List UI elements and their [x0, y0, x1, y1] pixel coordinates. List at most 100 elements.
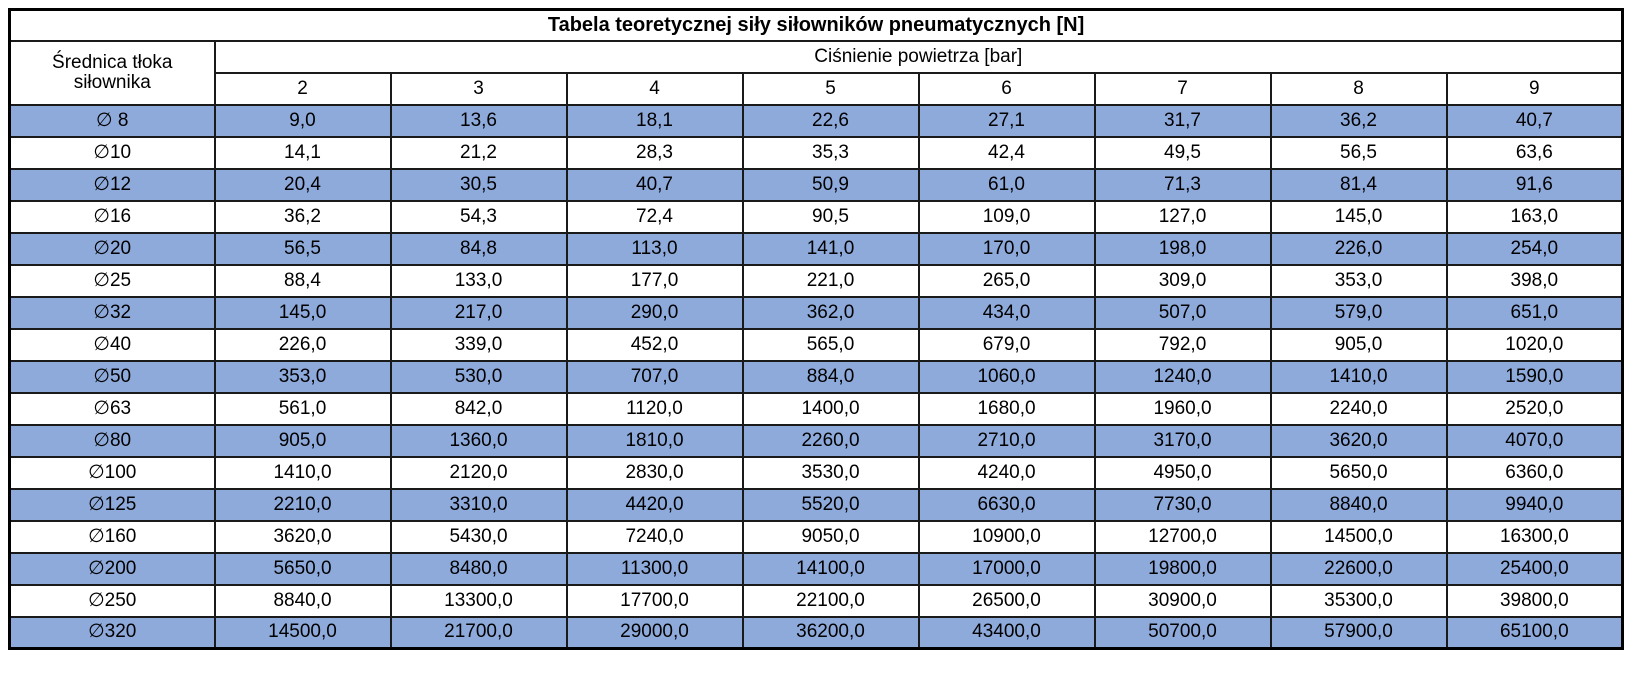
force-cell: 84,8 — [389, 231, 568, 266]
force-cell: 579,0 — [1269, 295, 1448, 330]
force-cell: 30900,0 — [1093, 583, 1272, 618]
diameter-cell: ∅32 — [8, 295, 216, 330]
force-cell: 2120,0 — [389, 455, 568, 490]
table-row: ∅125 2210,0 3310,0 4420,0 5520,0 6630,0 7730,0… — [8, 487, 1624, 522]
force-cell: 57900,0 — [1269, 615, 1448, 650]
force-cell: 113,0 — [565, 231, 744, 266]
force-cell: 65100,0 — [1445, 615, 1624, 650]
force-cell: 14,1 — [213, 135, 392, 170]
force-cell: 13300,0 — [389, 583, 568, 618]
force-cell: 353,0 — [1269, 263, 1448, 298]
force-cell: 90,5 — [741, 199, 920, 234]
pressure-header-cell: 5 — [741, 71, 920, 106]
force-cell: 127,0 — [1093, 199, 1272, 234]
force-cell: 1590,0 — [1445, 359, 1624, 394]
pressure-header-cell: 9 — [1445, 71, 1624, 106]
force-cell: 43400,0 — [917, 615, 1096, 650]
force-cell: 40,7 — [1445, 103, 1624, 138]
force-cell: 8840,0 — [213, 583, 392, 618]
force-cell: 61,0 — [917, 167, 1096, 202]
pressure-group-header: Ciśnienie powietrza [bar] — [213, 39, 1624, 74]
force-cell: 56,5 — [213, 231, 392, 266]
force-cell: 36,2 — [1269, 103, 1448, 138]
force-cell: 1960,0 — [1093, 391, 1272, 426]
table-row: ∅250 8840,0 13300,0 17700,0 22100,0 26500,0 30… — [8, 583, 1624, 618]
force-cell: 21700,0 — [389, 615, 568, 650]
force-cell: 452,0 — [565, 327, 744, 362]
diameter-cell: ∅40 — [8, 327, 216, 362]
force-cell: 1680,0 — [917, 391, 1096, 426]
force-cell: 14500,0 — [1269, 519, 1448, 554]
force-cell: 9940,0 — [1445, 487, 1624, 522]
force-cell: 28,3 — [565, 135, 744, 170]
table-body: ∅ 8 9,0 13,6 18,1 22,6 27,1 31,7 36,2 40,7 ∅10 14,… — [8, 103, 1624, 650]
force-cell: 1020,0 — [1445, 327, 1624, 362]
table-row: ∅10 14,1 21,2 28,3 35,3 42,4 49,5 56,5 63,6 — [8, 135, 1624, 170]
force-cell: 8840,0 — [1269, 487, 1448, 522]
force-cell: 91,6 — [1445, 167, 1624, 202]
force-cell: 88,4 — [213, 263, 392, 298]
table-row: ∅80 905,0 1360,0 1810,0 2260,0 2710,0 3170,0 36… — [8, 423, 1624, 458]
diameter-cell: ∅25 — [8, 263, 216, 298]
force-cell: 18,1 — [565, 103, 744, 138]
force-cell: 35,3 — [741, 135, 920, 170]
force-cell: 707,0 — [565, 359, 744, 394]
pressure-header-cell: 3 — [389, 71, 568, 106]
force-cell: 434,0 — [917, 295, 1096, 330]
force-cell: 21,2 — [389, 135, 568, 170]
force-cell: 362,0 — [741, 295, 920, 330]
force-cell: 398,0 — [1445, 263, 1624, 298]
force-cell: 4070,0 — [1445, 423, 1624, 458]
force-cell: 6360,0 — [1445, 455, 1624, 490]
force-cell: 792,0 — [1093, 327, 1272, 362]
force-cell: 1120,0 — [565, 391, 744, 426]
force-cell: 72,4 — [565, 199, 744, 234]
force-cell: 1810,0 — [565, 423, 744, 458]
force-cell: 50700,0 — [1093, 615, 1272, 650]
diameter-cell: ∅16 — [8, 199, 216, 234]
force-cell: 11300,0 — [565, 551, 744, 586]
force-cell: 1240,0 — [1093, 359, 1272, 394]
table-row: ∅63 561,0 842,0 1120,0 1400,0 1680,0 1960,0 224… — [8, 391, 1624, 426]
force-cell: 3620,0 — [213, 519, 392, 554]
force-cell: 170,0 — [917, 231, 1096, 266]
force-cell: 254,0 — [1445, 231, 1624, 266]
force-cell: 226,0 — [1269, 231, 1448, 266]
force-cell: 565,0 — [741, 327, 920, 362]
force-cell: 198,0 — [1093, 231, 1272, 266]
force-cell: 221,0 — [741, 263, 920, 298]
force-cell: 12700,0 — [1093, 519, 1272, 554]
diameter-cell: ∅63 — [8, 391, 216, 426]
force-cell: 22600,0 — [1269, 551, 1448, 586]
force-cell: 905,0 — [213, 423, 392, 458]
force-cell: 3170,0 — [1093, 423, 1272, 458]
force-cell: 63,6 — [1445, 135, 1624, 170]
force-cell: 3620,0 — [1269, 423, 1448, 458]
force-cell: 14100,0 — [741, 551, 920, 586]
force-cell: 265,0 — [917, 263, 1096, 298]
table-row: ∅25 88,4 133,0 177,0 221,0 265,0 309,0 353,0 398… — [8, 263, 1624, 298]
table-row: ∅32 145,0 217,0 290,0 362,0 434,0 507,0 579,0 65… — [8, 295, 1624, 330]
force-cell: 884,0 — [741, 359, 920, 394]
diameter-cell: ∅80 — [8, 423, 216, 458]
force-cell: 4420,0 — [565, 487, 744, 522]
force-cell: 339,0 — [389, 327, 568, 362]
table-row: ∅50 353,0 530,0 707,0 884,0 1060,0 1240,0 1410,… — [8, 359, 1624, 394]
force-cell: 177,0 — [565, 263, 744, 298]
force-cell: 2240,0 — [1269, 391, 1448, 426]
pressure-header-cell: 4 — [565, 71, 744, 106]
force-cell: 49,5 — [1093, 135, 1272, 170]
table-row: ∅ 8 9,0 13,6 18,1 22,6 27,1 31,7 36,2 40,7 — [8, 103, 1624, 138]
force-cell: 17000,0 — [917, 551, 1096, 586]
force-cell: 9050,0 — [741, 519, 920, 554]
force-cell: 10900,0 — [917, 519, 1096, 554]
table-row: ∅16 36,2 54,3 72,4 90,5 109,0 127,0 145,0 163,0 — [8, 199, 1624, 234]
force-cell: 1410,0 — [1269, 359, 1448, 394]
force-cell: 26500,0 — [917, 583, 1096, 618]
force-cell: 651,0 — [1445, 295, 1624, 330]
force-cell: 36,2 — [213, 199, 392, 234]
force-cell: 5650,0 — [213, 551, 392, 586]
force-cell: 2830,0 — [565, 455, 744, 490]
force-cell: 6630,0 — [917, 487, 1096, 522]
